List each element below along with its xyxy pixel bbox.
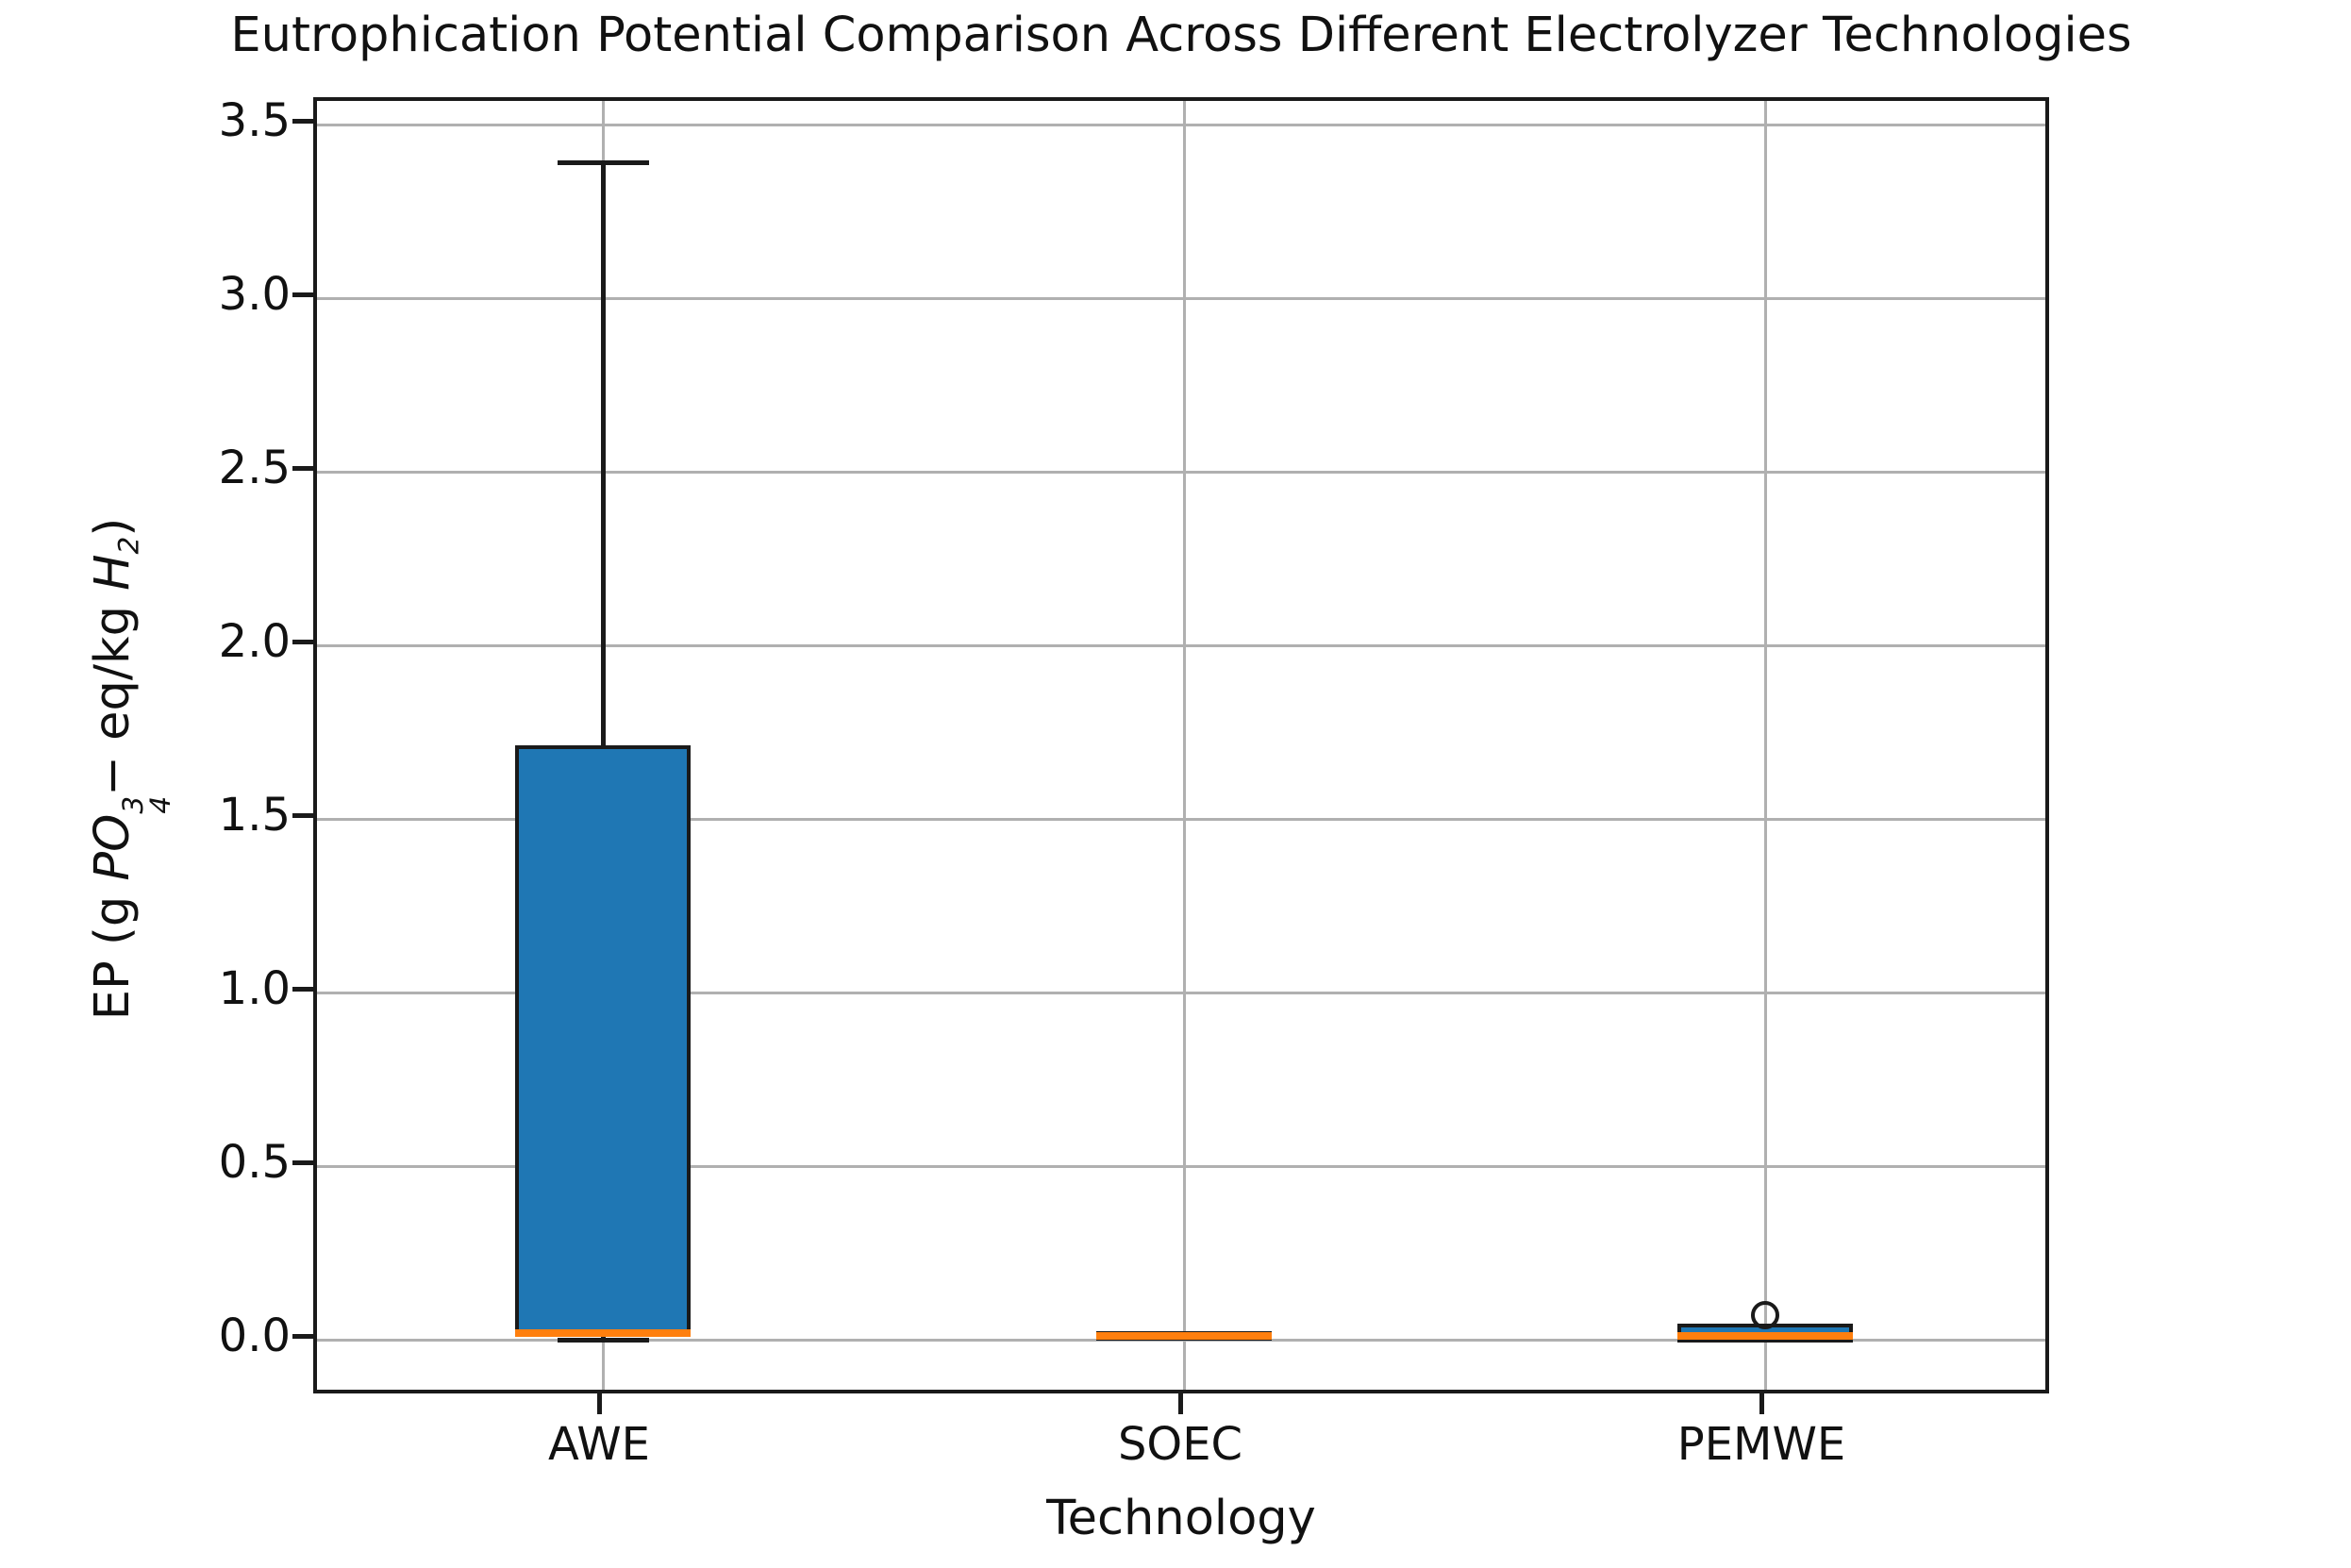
v-gridline xyxy=(1763,101,1767,1390)
y-tick-mark xyxy=(292,118,313,124)
y-tick-label: 3.5 xyxy=(218,94,291,148)
y-tick-label: 1.0 xyxy=(218,962,291,1016)
whisker-line-upper xyxy=(600,162,606,750)
y-tick-label: 2.0 xyxy=(218,615,291,669)
v-gridline xyxy=(1182,101,1186,1390)
x-tick-mark xyxy=(1177,1393,1183,1414)
h-gridline xyxy=(317,123,2045,126)
outlier-marker xyxy=(1751,1301,1779,1330)
y-label-close-paren: ) xyxy=(85,517,142,537)
y-label-h-subscript: 2 xyxy=(112,536,145,555)
x-tick-label: PEMWE xyxy=(1676,1418,1846,1471)
y-tick-mark xyxy=(292,1333,313,1339)
x-tick-label: SOEC xyxy=(1117,1418,1243,1471)
y-tick-mark xyxy=(292,292,313,297)
whisker-cap-upper xyxy=(557,160,649,165)
median-line xyxy=(1677,1331,1853,1340)
y-tick-label: 2.5 xyxy=(218,442,291,495)
x-tick-label: AWE xyxy=(548,1418,650,1471)
y-tick-mark xyxy=(292,812,313,818)
box-rect xyxy=(515,745,691,1337)
plot-area xyxy=(313,97,2049,1393)
y-tick-mark xyxy=(292,639,313,644)
y-tick-label: 0.5 xyxy=(218,1136,291,1190)
chart-title: Eutrophication Potential Comparison Acro… xyxy=(230,8,2132,63)
median-line xyxy=(1096,1332,1272,1341)
x-tick-mark xyxy=(1759,1393,1764,1414)
y-tick-label: 1.5 xyxy=(218,789,291,842)
h-gridline xyxy=(317,470,2045,474)
median-line xyxy=(515,1328,691,1337)
h-gridline xyxy=(317,991,2045,994)
y-label-h-symbol: H xyxy=(85,554,142,591)
x-axis-label: Technology xyxy=(1046,1491,1316,1546)
y-tick-mark xyxy=(292,465,313,471)
y-axis-label: EP (g PO 3 4− eq/kg H2) xyxy=(85,518,176,1021)
y-tick-label: 3.0 xyxy=(218,268,291,322)
h-gridline xyxy=(317,643,2045,647)
h-gridline xyxy=(317,817,2045,821)
y-label-units: eq/kg xyxy=(85,590,142,757)
whisker-cap-lower xyxy=(557,1337,649,1343)
y-tick-mark xyxy=(292,986,313,992)
x-tick-mark xyxy=(596,1393,602,1414)
h-gridline xyxy=(317,1164,2045,1168)
y-tick-label: 0.0 xyxy=(218,1309,291,1363)
y-label-minus: − xyxy=(85,756,142,796)
y-tick-mark xyxy=(292,1159,313,1165)
h-gridline xyxy=(317,296,2045,300)
